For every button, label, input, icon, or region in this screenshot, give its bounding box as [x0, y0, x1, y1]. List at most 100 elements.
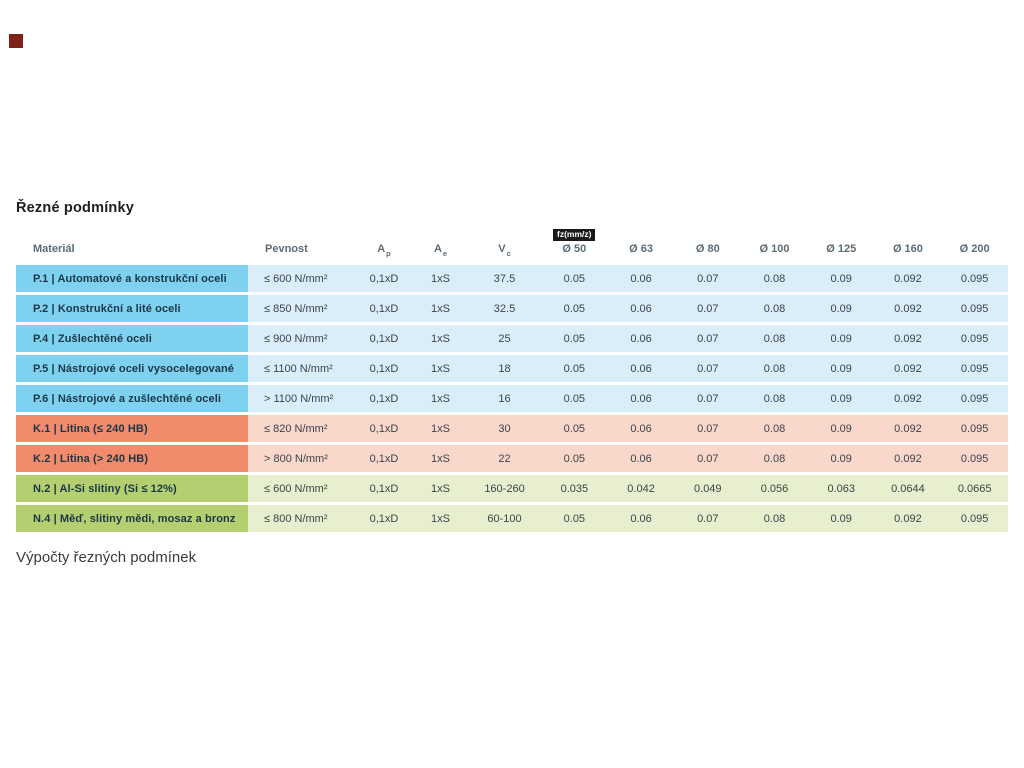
pevnost-cell: ≤ 800 N/mm²	[248, 505, 355, 532]
fz-cell: 0.08	[741, 505, 808, 532]
fz-cell: 0.095	[941, 355, 1008, 382]
material-cell: K.1 | Litina (≤ 240 HB)	[16, 415, 248, 442]
ap-cell: 0,1xD	[355, 385, 413, 412]
header-dia-100: Ø 100	[759, 243, 790, 255]
fz-cell: 0.06	[607, 325, 675, 352]
fz-cell: 0.063	[807, 475, 875, 502]
fz-cell: 0.07	[674, 445, 742, 472]
vc-cell: 160-260	[468, 475, 541, 502]
fz-cell: 0.08	[741, 445, 808, 472]
fz-cell: 0.092	[874, 505, 942, 532]
table-row: P.1 | Automatové a konstrukční oceli ≤ 60…	[16, 265, 1008, 292]
ap-cell: 0,1xD	[355, 445, 413, 472]
fz-cell: 0.09	[807, 325, 875, 352]
fz-cell: 0.07	[674, 355, 742, 382]
fz-cell: 0.06	[607, 445, 675, 472]
fz-cell: 0.092	[874, 295, 942, 322]
fz-cell: 0.09	[807, 505, 875, 532]
ap-cell: 0,1xD	[355, 475, 413, 502]
fz-cell: 0.05	[541, 415, 608, 442]
vc-cell: 16	[468, 385, 541, 412]
ae-cell: 1xS	[413, 445, 468, 472]
table-row: K.1 | Litina (≤ 240 HB) ≤ 820 N/mm² 0,1xD 1…	[16, 415, 1008, 442]
pevnost-cell: ≤ 820 N/mm²	[248, 415, 355, 442]
vc-cell: 32.5	[468, 295, 541, 322]
fz-cell: 0.09	[807, 385, 875, 412]
table-row: N.2 | Al-Si slitiny (Si ≤ 12%) ≤ 600 N/mm…	[16, 475, 1008, 502]
fz-cell: 0.05	[541, 295, 608, 322]
fz-cell: 0.07	[674, 265, 742, 292]
fz-cell: 0.056	[741, 475, 808, 502]
vc-cell: 18	[468, 355, 541, 382]
header-dia-125: Ø 125	[826, 243, 857, 255]
fz-cell: 0.06	[607, 355, 675, 382]
ap-cell: 0,1xD	[355, 265, 413, 292]
fz-cell: 0.06	[607, 415, 675, 442]
pevnost-cell: > 1100 N/mm²	[248, 385, 355, 412]
header-dia-50-label: Ø 50	[562, 243, 587, 255]
header-dia-50: fz(mm/z) Ø 50	[541, 228, 608, 258]
page-title: Řezné podmínky	[16, 200, 135, 216]
ae-cell: 1xS	[413, 355, 468, 382]
header-dia-63: Ø 63	[629, 243, 653, 255]
header-ap-sub: p	[386, 249, 391, 258]
fz-cell: 0.095	[941, 325, 1008, 352]
fz-cell: 0.08	[741, 415, 808, 442]
vc-cell: 25	[468, 325, 541, 352]
fz-cell: 0.07	[674, 415, 742, 442]
vc-cell: 60-100	[468, 505, 541, 532]
fz-cell: 0.07	[674, 325, 742, 352]
fz-cell: 0.05	[541, 265, 608, 292]
fz-cell: 0.05	[541, 325, 608, 352]
table-row: P.2 | Konstrukční a lité oceli ≤ 850 N/mm…	[16, 295, 1008, 322]
table-body: P.1 | Automatové a konstrukční oceli ≤ 60…	[16, 265, 1008, 535]
header-ae-sub: e	[442, 249, 448, 258]
pevnost-cell: ≤ 850 N/mm²	[248, 295, 355, 322]
pevnost-cell: ≤ 600 N/mm²	[248, 475, 355, 502]
header-dia-160: Ø 160	[892, 243, 923, 255]
header-material: Materiál	[33, 243, 75, 255]
header-dia-200: Ø 200	[959, 243, 990, 255]
material-cell: P.4 | Zušlechtěné oceli	[16, 325, 248, 352]
fz-cell: 0.049	[674, 475, 742, 502]
fz-cell: 0.09	[807, 415, 875, 442]
vc-cell: 22	[468, 445, 541, 472]
fz-cell: 0.05	[541, 355, 608, 382]
vc-cell: 30	[468, 415, 541, 442]
fz-cell: 0.07	[674, 505, 742, 532]
fz-cell: 0.08	[741, 355, 808, 382]
header-vc-sub: c	[506, 249, 511, 258]
material-cell: K.2 | Litina (> 240 HB)	[16, 445, 248, 472]
fz-cell: 0.092	[874, 325, 942, 352]
fz-unit-chip: fz(mm/z)	[553, 228, 596, 241]
table-row: K.2 | Litina (> 240 HB) > 800 N/mm² 0,1xD 1…	[16, 445, 1008, 472]
fz-cell: 0.0665	[941, 475, 1008, 502]
header-ae-base: A	[433, 243, 442, 255]
header-dia-80: Ø 80	[695, 243, 720, 255]
pevnost-cell: > 800 N/mm²	[248, 445, 355, 472]
fz-cell: 0.07	[674, 385, 742, 412]
red-marker	[9, 34, 23, 48]
ae-cell: 1xS	[413, 415, 468, 442]
material-cell: P.1 | Automatové a konstrukční oceli	[16, 265, 248, 292]
fz-cell: 0.095	[941, 415, 1008, 442]
fz-cell: 0.05	[541, 505, 608, 532]
header-vc-base: V	[498, 243, 506, 255]
fz-cell: 0.09	[807, 265, 875, 292]
fz-cell: 0.07	[674, 295, 742, 322]
fz-cell: 0.08	[741, 325, 808, 352]
header-ap-base: A	[377, 243, 386, 255]
material-cell: P.5 | Nástrojové oceli vysocelegované	[16, 355, 248, 382]
fz-cell: 0.06	[607, 385, 675, 412]
fz-cell: 0.08	[741, 265, 808, 292]
ap-cell: 0,1xD	[355, 505, 413, 532]
material-cell: N.4 | Měď, slitiny mědi, mosaz a bronz	[16, 505, 248, 532]
fz-cell: 0.0644	[874, 475, 942, 502]
table-row: P.5 | Nástrojové oceli vysocelegované ≤ 1…	[16, 355, 1008, 382]
material-cell: N.2 | Al-Si slitiny (Si ≤ 12%)	[16, 475, 248, 502]
fz-cell: 0.092	[874, 355, 942, 382]
